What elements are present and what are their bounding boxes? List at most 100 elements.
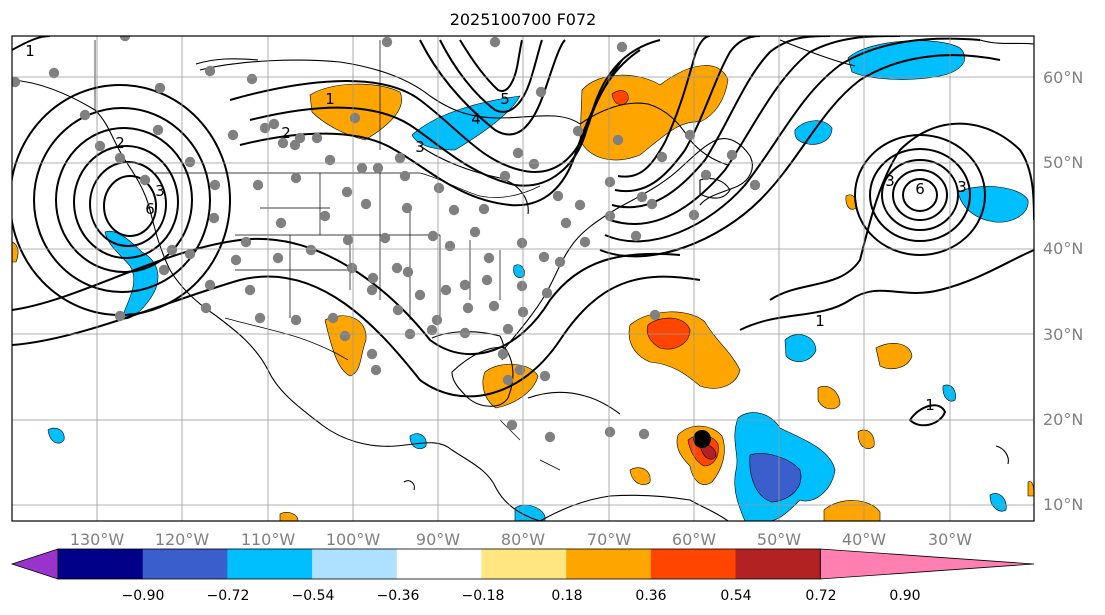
station-dot — [360, 198, 372, 210]
station-dot — [259, 122, 271, 134]
station-dot — [305, 244, 317, 256]
positive-anomaly-area — [1027, 481, 1034, 497]
station-dot — [294, 132, 306, 144]
station-dot — [94, 140, 106, 152]
contour-line — [611, 36, 831, 209]
station-dot — [579, 236, 591, 248]
station-dot — [401, 202, 413, 214]
station-dot — [506, 419, 518, 431]
station-dot — [246, 73, 258, 85]
station-dot — [440, 284, 452, 296]
station-dot — [516, 280, 528, 292]
border — [94, 40, 381, 150]
station-dot — [254, 312, 266, 324]
contour-label: 6 — [915, 180, 925, 198]
station-dot — [119, 36, 131, 42]
station-dot — [684, 129, 696, 141]
map-frame — [11, 35, 1035, 522]
colorbar-bin — [312, 549, 398, 579]
coastline — [195, 58, 259, 65]
positive-anomaly-area — [629, 467, 651, 485]
station-dot — [539, 370, 551, 382]
station-dot — [552, 190, 564, 202]
contour-line — [881, 159, 959, 231]
station-dot — [572, 125, 584, 137]
station-dot — [154, 82, 166, 94]
contour-line — [739, 249, 1034, 331]
colorbar-bin — [819, 548, 1035, 580]
station-dot — [268, 118, 280, 130]
contour-labels: 1 2 3 4 5 6 1 2 3 1 3 6 3 1 — [25, 42, 967, 414]
station-dot — [604, 176, 616, 188]
figure-title: 2025100700 F072 — [450, 10, 597, 29]
latitude-labels: 60°N 50°N 40°N 30°N 20°N 10°N — [1043, 68, 1083, 514]
station-dot — [489, 36, 501, 48]
station-dot — [399, 170, 411, 182]
station-dot — [462, 302, 474, 314]
colorbar-tick-label: 0.90 — [889, 588, 920, 604]
contour-label: 3 — [415, 138, 425, 156]
colorbar-tick-label: −0.36 — [377, 588, 420, 604]
coastline — [403, 480, 415, 491]
station-dot — [560, 217, 572, 229]
station-dot — [166, 244, 178, 256]
gridlines — [12, 36, 1034, 521]
station-dot — [630, 230, 642, 242]
longitude-label: 30°W — [928, 530, 972, 549]
negative-anomaly-area — [749, 453, 802, 503]
negative-anomaly-area — [513, 264, 525, 278]
station-dot — [391, 262, 403, 274]
station-dot — [230, 254, 242, 266]
station-dot — [327, 312, 339, 324]
longitude-label: 50°W — [757, 530, 801, 549]
border — [499, 419, 561, 471]
station-dot — [311, 132, 323, 144]
coastline — [699, 177, 731, 199]
coastline — [579, 102, 729, 166]
contour-line — [55, 127, 193, 273]
contour-label: 3 — [885, 172, 895, 190]
coastlines — [12, 39, 1034, 521]
station-dot — [394, 152, 406, 164]
station-dot — [478, 203, 490, 215]
station-dot — [646, 198, 658, 210]
station-dot — [158, 264, 170, 276]
station-dot — [616, 41, 628, 53]
colorbar-bin — [142, 549, 228, 579]
station-dots — [12, 36, 761, 443]
colorbar-tick-label: 0.54 — [720, 588, 751, 604]
station-dot — [324, 154, 336, 166]
positive-anomaly-area — [12, 241, 19, 263]
station-dot — [290, 172, 302, 184]
colorbar-bin — [10, 548, 59, 580]
station-dot — [139, 174, 151, 186]
contour-label: 1 — [815, 312, 825, 330]
station-dot — [227, 129, 239, 141]
contour-label: 2 — [115, 134, 125, 152]
colorbar-tick-label: −0.18 — [462, 588, 505, 604]
station-dot — [114, 310, 126, 322]
station-dot — [414, 289, 426, 301]
colorbar-tick-label: 0.36 — [635, 588, 666, 604]
station-dot — [426, 324, 438, 336]
contour-line — [892, 169, 948, 221]
border — [235, 173, 440, 318]
station-dot — [502, 374, 514, 386]
longitude-label: 120°W — [155, 530, 210, 549]
positive-anomaly-area — [646, 317, 691, 350]
station-dot — [574, 199, 586, 211]
station-dot — [252, 179, 264, 191]
coastline — [451, 346, 514, 407]
negative-anomaly-area — [989, 493, 1007, 512]
colorbar-tick-label: −0.90 — [122, 588, 165, 604]
station-dot — [184, 156, 196, 168]
colorbar-bin — [650, 549, 737, 579]
station-dot — [636, 191, 648, 203]
negative-anomaly-area — [942, 384, 956, 402]
latitude-label: 30°N — [1043, 325, 1083, 344]
negative-anomaly-area — [47, 427, 65, 444]
station-dot — [370, 364, 382, 376]
station-dot — [356, 162, 368, 174]
contour-line — [89, 161, 167, 247]
